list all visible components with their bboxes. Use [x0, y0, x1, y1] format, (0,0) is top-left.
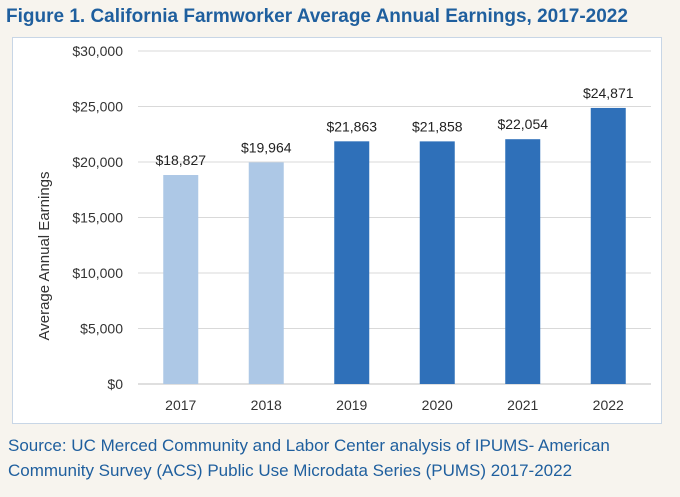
x-tick-label: 2019	[336, 397, 367, 413]
bar-2020	[419, 141, 455, 384]
y-tick-label: $5,000	[80, 321, 123, 337]
x-tick-label: 2020	[422, 397, 453, 413]
data-label-2021: $22,054	[497, 116, 548, 132]
y-axis-title: Average Annual Earnings	[36, 171, 53, 340]
x-tick-label: 2021	[507, 397, 538, 413]
data-labels: $18,827 $19,964 $21,863 $21,858 $22,054 $24,8…	[155, 85, 633, 168]
bar-2021	[505, 139, 541, 384]
y-tick-label: $15,000	[72, 210, 123, 226]
data-label-2017: $18,827	[155, 152, 206, 168]
x-tick-label: 2022	[593, 397, 624, 413]
y-tick-label: $25,000	[72, 99, 123, 115]
chart-frame: $18,827 $19,964 $21,863 $21,858 $22,054 $24,8…	[12, 37, 662, 424]
source-note: Source: UC Merced Community and Labor Ce…	[8, 436, 610, 480]
x-tick-label: 2018	[251, 397, 282, 413]
data-label-2019: $21,863	[326, 118, 377, 134]
data-label-2020: $21,858	[412, 118, 463, 134]
y-tick-label: $20,000	[72, 154, 123, 170]
bar-2019	[334, 141, 370, 384]
y-tick-label: $10,000	[72, 265, 123, 281]
data-label-2018: $19,964	[241, 139, 292, 155]
y-tick-label: $30,000	[72, 43, 123, 59]
x-tick-label: 2017	[165, 397, 196, 413]
data-label-2022: $24,871	[583, 85, 634, 101]
y-axis-ticks: $0 $5,000 $10,000 $15,000 $20,000 $25,000 $30,…	[72, 43, 123, 392]
bars	[163, 107, 626, 385]
x-axis-ticks: 2017 2018 2019 2020 2021 2022	[165, 397, 624, 413]
bar-2018	[248, 162, 284, 384]
gridlines	[138, 50, 651, 385]
bar-2017	[163, 175, 199, 384]
figure-title: Figure 1. California Farmworker Average …	[6, 6, 628, 27]
bar-chart: $18,827 $19,964 $21,863 $21,858 $22,054 $24,8…	[36, 43, 651, 413]
y-tick-label: $0	[107, 376, 123, 392]
bar-2022	[590, 107, 626, 385]
